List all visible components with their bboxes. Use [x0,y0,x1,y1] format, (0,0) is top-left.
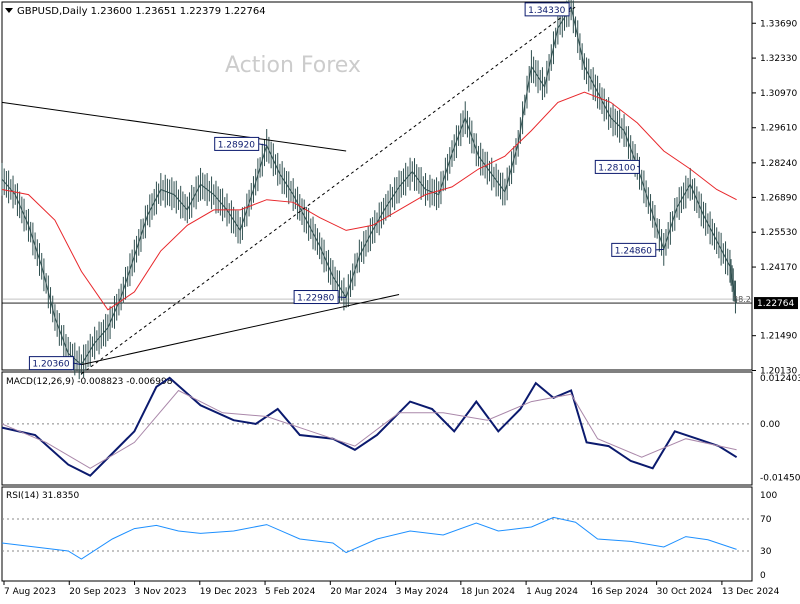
price-axis-label: 1.32330 [760,54,797,64]
macd-panel-frame [1,371,753,486]
price-annotation-label: 1.20360 [32,360,69,370]
price-axis-label: 1.21490 [760,332,797,342]
current-price-box [754,297,798,310]
current-price-label: 1.22764 [757,299,794,309]
price-axis-label: 1.28240 [760,159,797,169]
price-annotation-connector [637,165,640,168]
macd-axis-label: 0.012403 [760,374,800,384]
grid-layer [2,22,756,585]
price-annotation-connector [655,248,664,251]
trendline [81,293,400,366]
x-axis-label: 18 Jun 2024 [461,587,515,597]
price-axis-label: 1.26890 [760,193,797,203]
macd-header: MACD(12,26,9) -0.008823 -0.006998 [6,377,173,387]
price-annotation-label: 1.28920 [218,140,255,150]
x-axis-label: 3 May 2024 [396,587,449,597]
price-annotation-connector [73,362,82,366]
price-annotation-label: 1.22980 [297,294,334,304]
rsi-line [1,516,737,560]
price-axis-label: 1.30970 [760,89,797,99]
macd-axis-label: 0.00 [760,420,780,430]
price-axis-label: 1.25530 [760,228,797,238]
x-axis-label: 20 Mar 2024 [330,587,387,597]
price-axis-label: 1.20130 [760,367,797,377]
rsi-axis-label: 0 [760,571,766,581]
x-axis-label: 19 Dec 2023 [200,587,258,597]
trendline [81,6,576,375]
x-axis-label: 30 Oct 2024 [657,587,713,597]
x-axis-label: 1 Aug 2024 [526,587,578,597]
price-axis-label: 1.29610 [760,124,797,134]
macd-axis-label: -0.014502 [760,474,800,484]
x-axis-label: 20 Sep 2023 [69,587,126,597]
price-axis-label: 1.33690 [760,19,797,29]
price-annotation-connector [338,296,347,299]
label-layer: 1.33690 1.32330 1.30970 1.29610 1.28240 1.268… [4,2,800,597]
price-axis-label: 1.24170 [760,263,797,273]
rsi-axis-label: 30 [760,547,772,557]
x-axis-label: 7 Aug 2023 [4,587,56,597]
moving-average-line [1,91,737,311]
rsi-header: RSI(14) 31.8350 [6,491,79,501]
macd-line [1,376,738,477]
x-axis-label: 16 Sep 2024 [591,587,648,597]
price-annotation-label: 1.28100 [598,163,635,173]
price-annotation-label: 1.24860 [615,246,652,256]
x-axis-label: 3 Nov 2023 [135,587,187,597]
signal-line [1,389,737,469]
rsi-panel-frame [1,486,753,582]
price-annotation-connector [258,143,267,146]
dropdown-triangle-icon[interactable] [5,8,13,13]
price-header: GBPUSD,Daily 1.23600 1.23651 1.22379 1.2… [17,6,266,17]
price-annotation-label: 1.34330 [528,6,565,16]
rsi-axis-label: 100 [760,491,777,501]
plot-layer [1,0,738,560]
trendline [1,101,347,152]
rsi-axis-label: 70 [760,515,772,525]
price-annotation-connector [568,6,572,10]
watermark: Action Forex [225,53,361,78]
x-axis-label: 5 Feb 2024 [265,587,316,597]
x-axis-label: 13 Dec 2024 [722,587,780,597]
fib-label: 38.2 [733,295,751,304]
